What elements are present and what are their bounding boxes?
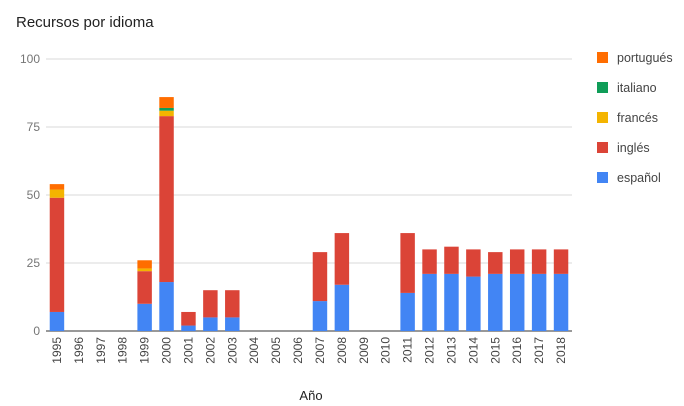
bar-segment bbox=[159, 107, 174, 111]
x-tick-label: 2009 bbox=[357, 337, 371, 364]
bar-segment bbox=[444, 273, 459, 331]
bar-segment bbox=[312, 301, 328, 331]
bar-segment bbox=[181, 311, 196, 326]
bar-segment bbox=[159, 116, 174, 283]
bar-segment bbox=[203, 317, 218, 331]
bar-segment bbox=[553, 273, 569, 331]
x-tick-label: 1998 bbox=[116, 337, 130, 364]
x-tick-label: 2003 bbox=[225, 337, 239, 364]
x-tick-label: 2012 bbox=[423, 337, 437, 364]
x-tick-label: 1997 bbox=[94, 337, 108, 364]
bar-segment bbox=[159, 97, 174, 108]
legend-label: español bbox=[617, 171, 661, 185]
x-tick-label: 1995 bbox=[50, 337, 64, 364]
bar-segment bbox=[225, 317, 240, 331]
y-tick-label: 0 bbox=[33, 324, 40, 338]
bar-segment bbox=[531, 249, 547, 274]
bar-segment bbox=[466, 249, 481, 277]
x-tick-label: 2006 bbox=[291, 337, 305, 364]
x-axis-title: Año bbox=[299, 388, 322, 403]
bar-segment bbox=[531, 273, 547, 331]
bar-segment bbox=[400, 233, 415, 293]
bar-segment bbox=[509, 273, 525, 331]
x-axis-ticks: 1995 1996 1997 1998 1999 2000 2001 2002 2003 2004… bbox=[50, 337, 568, 364]
bar-segment bbox=[444, 246, 459, 274]
bars bbox=[49, 97, 569, 331]
chart-title: Recursos por idioma bbox=[16, 14, 154, 31]
x-tick-label: 2014 bbox=[466, 337, 480, 364]
bar-segment bbox=[488, 273, 503, 331]
bar-segment bbox=[137, 303, 152, 331]
bar-segment bbox=[137, 260, 152, 269]
y-tick-label: 100 bbox=[20, 52, 40, 66]
bar-segment bbox=[422, 273, 437, 331]
legend-swatch bbox=[597, 82, 608, 93]
legend-swatch bbox=[597, 172, 608, 183]
y-tick-label: 25 bbox=[27, 256, 41, 270]
bar-segment bbox=[159, 110, 174, 117]
bar-segment bbox=[49, 184, 65, 190]
bar-segment bbox=[466, 276, 481, 331]
bar-segment bbox=[225, 290, 240, 318]
gridlines bbox=[46, 58, 572, 332]
legend-swatch bbox=[597, 112, 608, 123]
legend-swatch bbox=[597, 142, 608, 153]
bar-segment bbox=[181, 325, 196, 331]
legend-label: portugués bbox=[617, 51, 673, 65]
x-tick-label: 2002 bbox=[203, 337, 217, 364]
bar-segment bbox=[334, 233, 350, 285]
legend-label: italiano bbox=[617, 81, 657, 95]
x-tick-label: 1999 bbox=[138, 337, 152, 364]
x-tick-label: 2001 bbox=[181, 337, 195, 364]
y-axis-ticks: 0 25 50 75 100 bbox=[20, 52, 40, 338]
bar-segment bbox=[49, 197, 65, 312]
x-tick-label: 2018 bbox=[554, 337, 568, 364]
x-tick-label: 2011 bbox=[401, 337, 415, 363]
legend-swatch bbox=[597, 52, 608, 63]
x-tick-label: 2017 bbox=[532, 337, 546, 364]
x-tick-label: 2016 bbox=[510, 337, 524, 364]
x-tick-label: 2008 bbox=[335, 337, 349, 364]
x-tick-label: 2010 bbox=[379, 337, 393, 364]
bar-segment bbox=[137, 271, 152, 304]
x-tick-label: 2004 bbox=[247, 337, 261, 364]
y-tick-label: 50 bbox=[27, 188, 41, 202]
x-tick-label: 2007 bbox=[313, 337, 327, 364]
bar-segment bbox=[159, 282, 174, 331]
bar-segment bbox=[334, 284, 350, 331]
bar-segment bbox=[400, 292, 415, 331]
legend: portugués italiano francés inglés español bbox=[597, 51, 673, 185]
bar-segment bbox=[509, 249, 525, 274]
x-tick-label: 1996 bbox=[72, 337, 86, 364]
legend-label: francés bbox=[617, 111, 658, 125]
bar-segment bbox=[422, 249, 437, 274]
bar-segment bbox=[49, 189, 65, 198]
x-tick-label: 2005 bbox=[269, 337, 283, 364]
x-tick-label: 2013 bbox=[444, 337, 458, 364]
legend-label: inglés bbox=[617, 141, 650, 155]
bar-segment bbox=[553, 249, 569, 274]
bar-segment bbox=[203, 290, 218, 318]
x-tick-label: 2015 bbox=[488, 337, 502, 364]
bar-segment bbox=[137, 268, 152, 272]
bar-segment bbox=[488, 252, 503, 274]
y-tick-label: 75 bbox=[27, 120, 41, 134]
bar-segment bbox=[312, 252, 328, 302]
bar-segment bbox=[49, 311, 65, 331]
x-tick-label: 2000 bbox=[160, 337, 174, 364]
